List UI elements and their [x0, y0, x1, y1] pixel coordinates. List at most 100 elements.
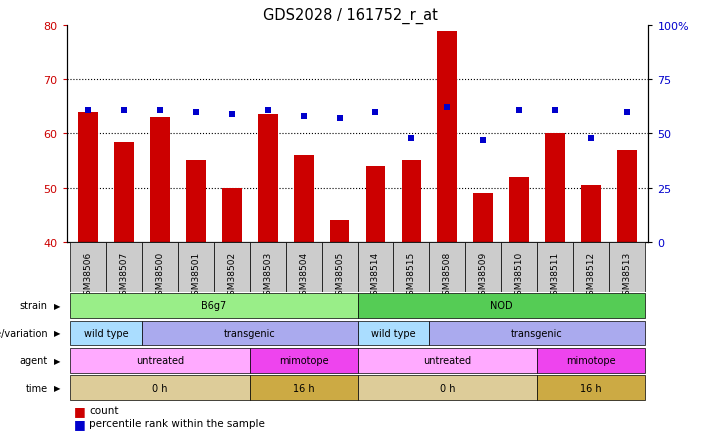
Bar [617, 150, 637, 242]
Point [298, 113, 309, 120]
Point [406, 135, 417, 142]
Point [585, 135, 597, 142]
Bar [473, 194, 493, 242]
Text: ▶: ▶ [54, 301, 60, 310]
Bar [150, 118, 170, 242]
Bar [250, 242, 286, 292]
Text: wild type: wild type [84, 328, 128, 338]
Text: GSM38503: GSM38503 [263, 251, 272, 300]
Text: GSM38509: GSM38509 [479, 251, 488, 300]
Bar [573, 242, 609, 292]
Bar [258, 115, 278, 242]
Text: untreated: untreated [136, 355, 184, 365]
Text: GSM38501: GSM38501 [191, 251, 200, 300]
Bar [70, 242, 106, 292]
Bar [70, 375, 250, 400]
Bar [509, 178, 529, 242]
Bar [250, 348, 358, 373]
Text: NOD: NOD [490, 301, 512, 311]
Bar [358, 375, 537, 400]
Text: GSM38502: GSM38502 [227, 251, 236, 300]
Text: time: time [25, 383, 48, 393]
Text: ▶: ▶ [54, 329, 60, 338]
Text: 0 h: 0 h [152, 383, 168, 393]
Text: GSM38508: GSM38508 [443, 251, 452, 300]
Bar [358, 348, 537, 373]
Bar [358, 293, 645, 318]
Bar [366, 167, 386, 242]
Bar [537, 375, 645, 400]
Point [118, 107, 130, 114]
Bar [609, 242, 645, 292]
Bar [429, 242, 465, 292]
Point [154, 107, 165, 114]
Bar [501, 242, 537, 292]
Text: genotype/variation: genotype/variation [0, 328, 48, 338]
Point [262, 107, 273, 114]
Bar [465, 242, 501, 292]
Point [370, 109, 381, 116]
Text: strain: strain [20, 301, 48, 311]
Bar [358, 242, 393, 292]
Bar [537, 348, 645, 373]
Text: transgenic: transgenic [224, 328, 275, 338]
Text: 0 h: 0 h [440, 383, 455, 393]
Bar [142, 321, 358, 345]
Bar [393, 242, 429, 292]
Bar [581, 185, 601, 242]
Bar [329, 220, 349, 242]
Bar [358, 321, 429, 345]
Point [226, 111, 238, 118]
Text: count: count [89, 405, 118, 415]
Bar [70, 321, 142, 345]
Text: ■: ■ [74, 417, 86, 430]
Text: agent: agent [20, 355, 48, 365]
Bar [294, 156, 313, 242]
Bar [186, 161, 206, 242]
Text: untreated: untreated [423, 355, 471, 365]
Text: percentile rank within the sample: percentile rank within the sample [89, 418, 265, 428]
Text: mimotope: mimotope [566, 355, 615, 365]
Point [621, 109, 632, 116]
Bar [545, 134, 565, 242]
Point [442, 105, 453, 112]
Bar [178, 242, 214, 292]
Bar [222, 188, 242, 242]
Text: ▶: ▶ [54, 356, 60, 365]
Text: GSM38507: GSM38507 [120, 251, 128, 300]
Text: GDS2028 / 161752_r_at: GDS2028 / 161752_r_at [263, 8, 438, 24]
Bar [214, 242, 250, 292]
Point [83, 107, 94, 114]
Bar [70, 293, 358, 318]
Point [477, 137, 489, 144]
Bar [437, 31, 457, 242]
Text: B6g7: B6g7 [201, 301, 226, 311]
Text: GSM38512: GSM38512 [587, 251, 595, 300]
Bar [70, 348, 250, 373]
Bar [114, 142, 134, 242]
Text: GSM38513: GSM38513 [622, 251, 632, 300]
Bar [322, 242, 358, 292]
Bar [142, 242, 178, 292]
Text: GSM38504: GSM38504 [299, 251, 308, 300]
Text: transgenic: transgenic [511, 328, 563, 338]
Text: GSM38510: GSM38510 [515, 251, 524, 300]
Bar [286, 242, 322, 292]
Bar [429, 321, 645, 345]
Text: 16 h: 16 h [580, 383, 601, 393]
Bar [250, 375, 358, 400]
Bar [537, 242, 573, 292]
Text: ■: ■ [74, 404, 86, 417]
Text: GSM38511: GSM38511 [550, 251, 559, 300]
Text: ▶: ▶ [54, 383, 60, 392]
Text: wild type: wild type [371, 328, 416, 338]
Point [550, 107, 561, 114]
Text: GSM38514: GSM38514 [371, 251, 380, 300]
Bar [79, 112, 98, 242]
Text: GSM38505: GSM38505 [335, 251, 344, 300]
Text: GSM38506: GSM38506 [83, 251, 93, 300]
Text: mimotope: mimotope [279, 355, 329, 365]
Bar [402, 161, 421, 242]
Text: 16 h: 16 h [293, 383, 315, 393]
Point [514, 107, 525, 114]
